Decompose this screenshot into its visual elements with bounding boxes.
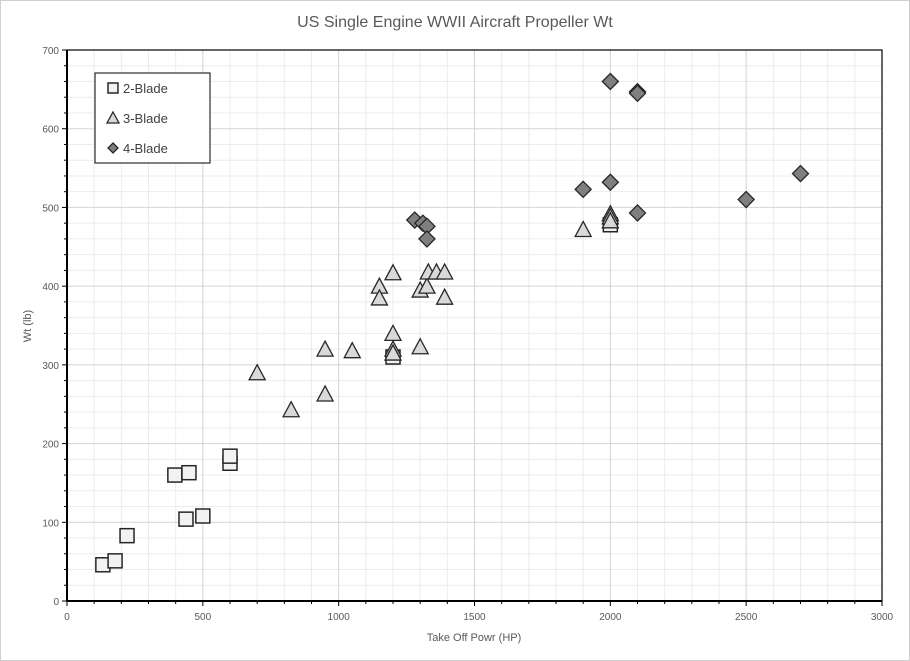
point-3-blade [435, 262, 454, 280]
point-2-blade [167, 467, 183, 483]
x-axis-label: Take Off Powr (HP) [427, 632, 522, 644]
point-3-blade [574, 220, 593, 238]
point-4-blade [601, 72, 620, 91]
x-tick-label: 1000 [328, 612, 351, 623]
y-tick-label: 300 [42, 361, 59, 372]
point-3-blade [601, 211, 620, 229]
point-2-blade [119, 527, 135, 544]
point-2-blade [178, 511, 194, 527]
point-2-blade [195, 508, 211, 524]
x-tick-label: 3000 [871, 612, 894, 623]
x-tick-label: 2000 [599, 612, 622, 623]
x-tick-label: 0 [64, 612, 70, 623]
y-tick-label: 700 [42, 46, 59, 57]
point-4-blade [628, 84, 647, 103]
legend: 2-Blade 3-Blade 4-Blade [94, 72, 211, 164]
point-2-blade [107, 553, 123, 569]
x-tick-label: 1500 [463, 612, 486, 623]
y-tick-label: 600 [42, 125, 59, 136]
y-tick-label: 400 [42, 282, 59, 293]
point-3-blade [383, 263, 403, 281]
triangle-marker-icon [105, 110, 121, 124]
point-3-blade [383, 343, 403, 361]
point-3-blade [316, 384, 335, 402]
point-3-blade [343, 341, 362, 359]
point-4-blade [791, 164, 810, 183]
point-2-blade [181, 464, 197, 481]
x-tick-label: 500 [194, 612, 211, 623]
point-4-blade [628, 204, 647, 222]
square-marker-icon [107, 82, 119, 94]
y-axis-label: Wt (lb) [22, 310, 34, 342]
legend-label: 4-Blade [123, 141, 168, 156]
point-3-blade [282, 400, 301, 418]
chart-title: US Single Engine WWII Aircraft Propeller… [297, 14, 613, 31]
diamond-marker-icon [107, 142, 119, 154]
legend-item: 3-Blade [105, 110, 168, 126]
point-3-blade [417, 276, 437, 294]
legend-label: 2-Blade [123, 81, 168, 96]
y-tick-label: 200 [42, 440, 59, 451]
legend-item: 2-Blade [107, 81, 168, 96]
point-2-blade [222, 448, 238, 464]
tick-labels: 0 500 1000 1500 2000 2500 3000 0 100 200 300 400 500… [42, 46, 893, 623]
point-4-blade [418, 229, 436, 248]
legend-item: 4-Blade [107, 141, 168, 156]
y-tick-label: 500 [42, 203, 59, 214]
point-4-blade [737, 190, 756, 209]
data-points [95, 72, 810, 573]
point-3-blade [248, 363, 267, 381]
point-3-blade [316, 339, 335, 357]
legend-label: 3-Blade [123, 111, 168, 126]
point-3-blade [411, 337, 430, 355]
point-4-blade [601, 173, 620, 192]
grid [62, 49, 883, 606]
point-4-blade [574, 180, 593, 199]
x-tick-label: 2500 [735, 612, 758, 623]
y-tick-label: 0 [53, 597, 59, 608]
point-3-blade [435, 287, 454, 305]
point-3-blade [370, 288, 389, 306]
y-tick-label: 100 [42, 518, 59, 529]
